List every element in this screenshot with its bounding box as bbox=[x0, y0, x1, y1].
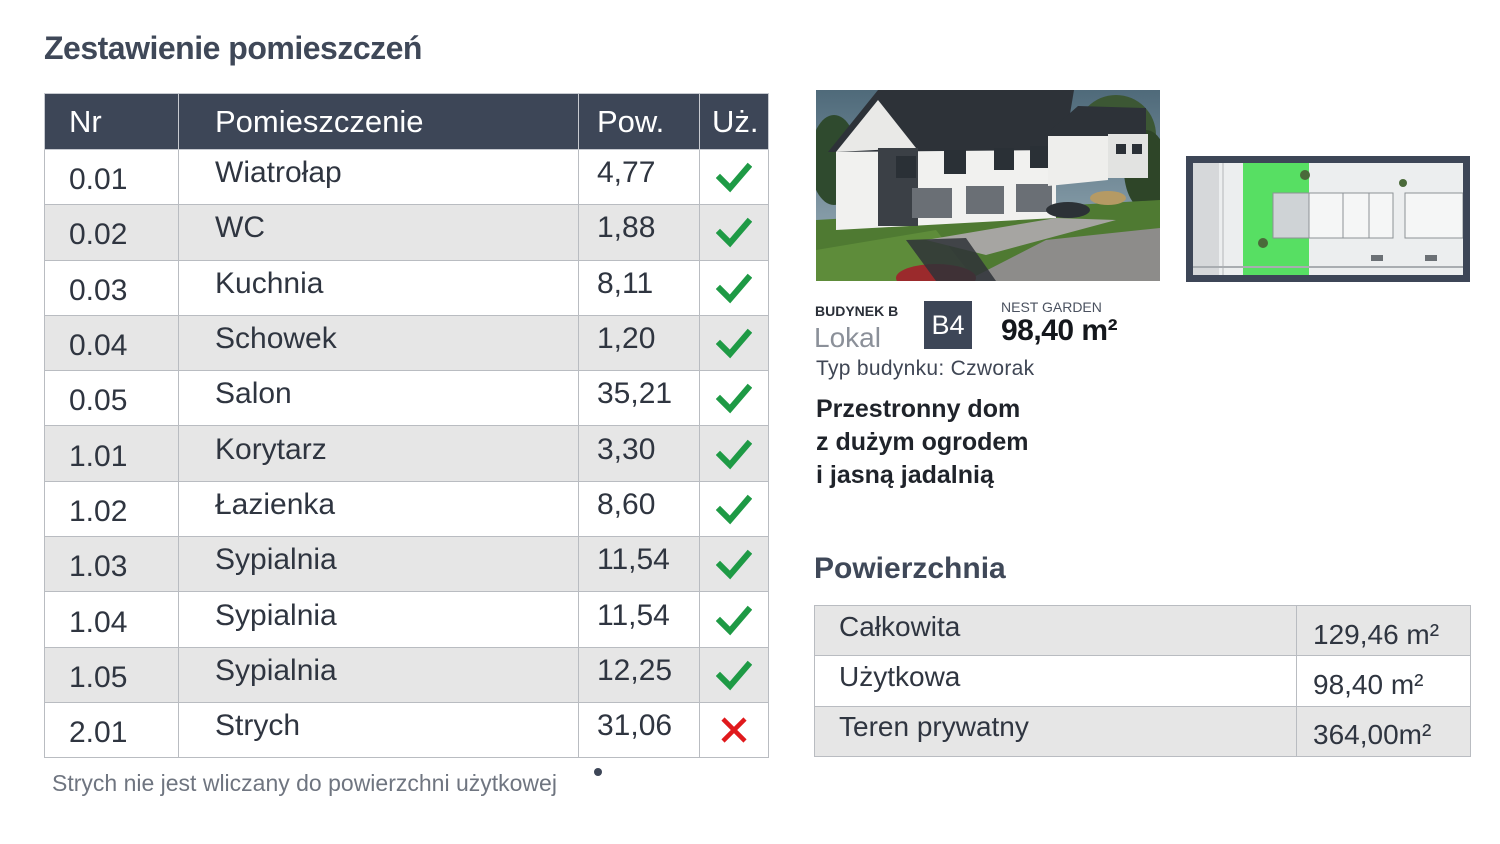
table-row: 0.05 Salon 35,21 bbox=[44, 370, 769, 427]
room-area: 8,60 bbox=[578, 480, 700, 538]
room-area: 12,25 bbox=[578, 646, 700, 703]
table-row: 1.01 Korytarz 3,30 bbox=[44, 425, 769, 482]
room-area: 11,54 bbox=[578, 536, 700, 593]
headline-line: z dużym ogrodem bbox=[816, 428, 1029, 456]
check-icon bbox=[699, 204, 769, 261]
site-plan-svg bbox=[1193, 163, 1463, 275]
room-name: Salon bbox=[178, 370, 579, 427]
check-icon bbox=[699, 314, 769, 372]
building-render-svg bbox=[816, 90, 1160, 281]
header-usable: Uż. bbox=[699, 93, 769, 150]
room-name: Sypialnia bbox=[178, 591, 579, 648]
table-row: 1.04 Sypialnia 11,54 bbox=[44, 591, 769, 648]
rooms-table: Nr Pomieszczenie Pow. Uż. 0.01 Wiatrołap 4… bbox=[44, 93, 769, 759]
room-area: 3,30 bbox=[578, 425, 700, 482]
headline-line: i jasną jadalnią bbox=[816, 461, 994, 489]
development-name: NEST GARDEN bbox=[1001, 299, 1102, 315]
header-room: Pomieszczenie bbox=[178, 93, 579, 150]
surface-value: 364,00m² bbox=[1296, 705, 1471, 757]
surface-label: Teren prywatny bbox=[814, 705, 1297, 757]
check-icon bbox=[699, 148, 769, 206]
page-title: Zestawienie pomieszczeń bbox=[44, 30, 422, 66]
room-number: 0.02 bbox=[44, 204, 179, 261]
header-area: Pow. bbox=[578, 93, 700, 150]
room-area: 1,88 bbox=[578, 204, 700, 261]
check-icon bbox=[699, 536, 769, 593]
footnote: Strych nie jest wliczany do powierzchni … bbox=[52, 770, 557, 796]
cross-icon bbox=[699, 701, 769, 759]
surfaces-title: Powierzchnia bbox=[814, 552, 1006, 585]
table-row: 0.02 WC 1,88 bbox=[44, 204, 769, 261]
building-label: BUDYNEK B bbox=[815, 303, 899, 319]
surface-row: Całkowita 129,46 m² bbox=[814, 604, 1471, 657]
table-row: 0.03 Kuchnia 8,11 bbox=[44, 259, 769, 316]
site-plan-map bbox=[1186, 156, 1470, 282]
room-number: 0.03 bbox=[44, 259, 179, 316]
surface-value: 129,46 m² bbox=[1296, 604, 1471, 657]
room-number: 2.01 bbox=[44, 701, 179, 759]
check-icon bbox=[699, 591, 769, 648]
room-name: Łazienka bbox=[178, 480, 579, 538]
surface-label: Całkowita bbox=[814, 604, 1297, 657]
building-type: Typ budynku: Czworak bbox=[816, 357, 1035, 380]
check-icon bbox=[699, 480, 769, 538]
surface-value: 98,40 m² bbox=[1296, 655, 1471, 707]
room-name: WC bbox=[178, 204, 579, 261]
surface-row: Teren prywatny 364,00m² bbox=[814, 705, 1471, 757]
room-number: 0.01 bbox=[44, 148, 179, 206]
room-area: 4,77 bbox=[578, 148, 700, 206]
room-area: 8,11 bbox=[578, 259, 700, 316]
check-icon bbox=[699, 425, 769, 482]
unit-area: 98,40 m² bbox=[1001, 314, 1118, 347]
check-icon bbox=[699, 646, 769, 703]
headline: Przestronny dom z dużym ogrodem i jasną … bbox=[816, 393, 1136, 492]
check-icon bbox=[699, 370, 769, 427]
table-row: 2.01 Strych 31,06 bbox=[44, 701, 769, 759]
surfaces-table: Całkowita 129,46 m² Użytkowa 98,40 m² Te… bbox=[814, 604, 1471, 757]
lokal-code-badge: B4 bbox=[924, 301, 972, 349]
table-row: 1.03 Sypialnia 11,54 bbox=[44, 536, 769, 593]
table-row: 1.05 Sypialnia 12,25 bbox=[44, 646, 769, 703]
room-number: 1.05 bbox=[44, 646, 179, 703]
building-render-image bbox=[816, 90, 1160, 281]
room-name: Wiatrołap bbox=[178, 148, 579, 206]
room-name: Korytarz bbox=[178, 425, 579, 482]
room-name: Strych bbox=[178, 701, 579, 759]
room-area: 31,06 bbox=[578, 701, 700, 759]
room-number: 0.05 bbox=[44, 370, 179, 427]
room-name: Sypialnia bbox=[178, 646, 579, 703]
room-number: 0.04 bbox=[44, 314, 179, 372]
room-number: 1.01 bbox=[44, 425, 179, 482]
footnote-dot bbox=[594, 768, 602, 776]
rooms-table-header: Nr Pomieszczenie Pow. Uż. bbox=[44, 93, 769, 150]
check-icon bbox=[699, 259, 769, 316]
table-row: 0.04 Schowek 1,20 bbox=[44, 314, 769, 372]
room-number: 1.04 bbox=[44, 591, 179, 648]
table-row: 0.01 Wiatrołap 4,77 bbox=[44, 148, 769, 206]
room-number: 1.02 bbox=[44, 480, 179, 538]
room-name: Sypialnia bbox=[178, 536, 579, 593]
table-row: 1.02 Łazienka 8,60 bbox=[44, 480, 769, 538]
room-name: Schowek bbox=[178, 314, 579, 372]
lokal-label: Lokal bbox=[814, 322, 881, 353]
surface-row: Użytkowa 98,40 m² bbox=[814, 655, 1471, 707]
room-number: 1.03 bbox=[44, 536, 179, 593]
headline-line: Przestronny dom bbox=[816, 395, 1021, 423]
room-area: 1,20 bbox=[578, 314, 700, 372]
header-nr: Nr bbox=[44, 93, 179, 150]
room-area: 35,21 bbox=[578, 370, 700, 427]
room-area: 11,54 bbox=[578, 591, 700, 648]
room-name: Kuchnia bbox=[178, 259, 579, 316]
surface-label: Użytkowa bbox=[814, 655, 1297, 707]
